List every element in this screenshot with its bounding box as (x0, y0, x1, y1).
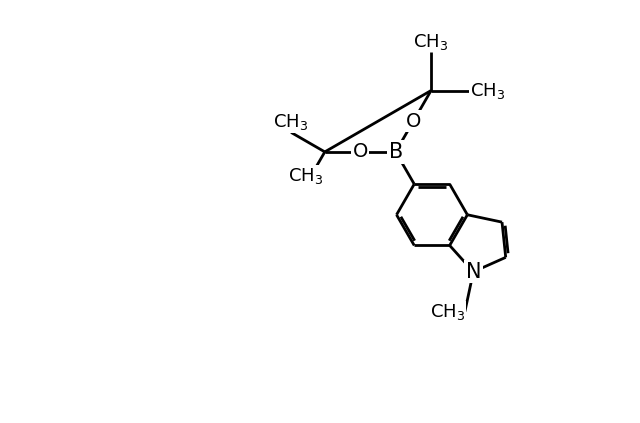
Text: B: B (388, 142, 403, 162)
Text: CH$_3$: CH$_3$ (273, 113, 308, 132)
Text: N: N (466, 262, 481, 282)
Text: CH$_3$: CH$_3$ (413, 32, 449, 52)
Text: CH$_3$: CH$_3$ (429, 302, 465, 321)
Text: O: O (353, 143, 368, 162)
Text: CH$_3$: CH$_3$ (288, 166, 323, 186)
Text: CH$_3$: CH$_3$ (470, 80, 505, 101)
Text: O: O (406, 112, 421, 131)
